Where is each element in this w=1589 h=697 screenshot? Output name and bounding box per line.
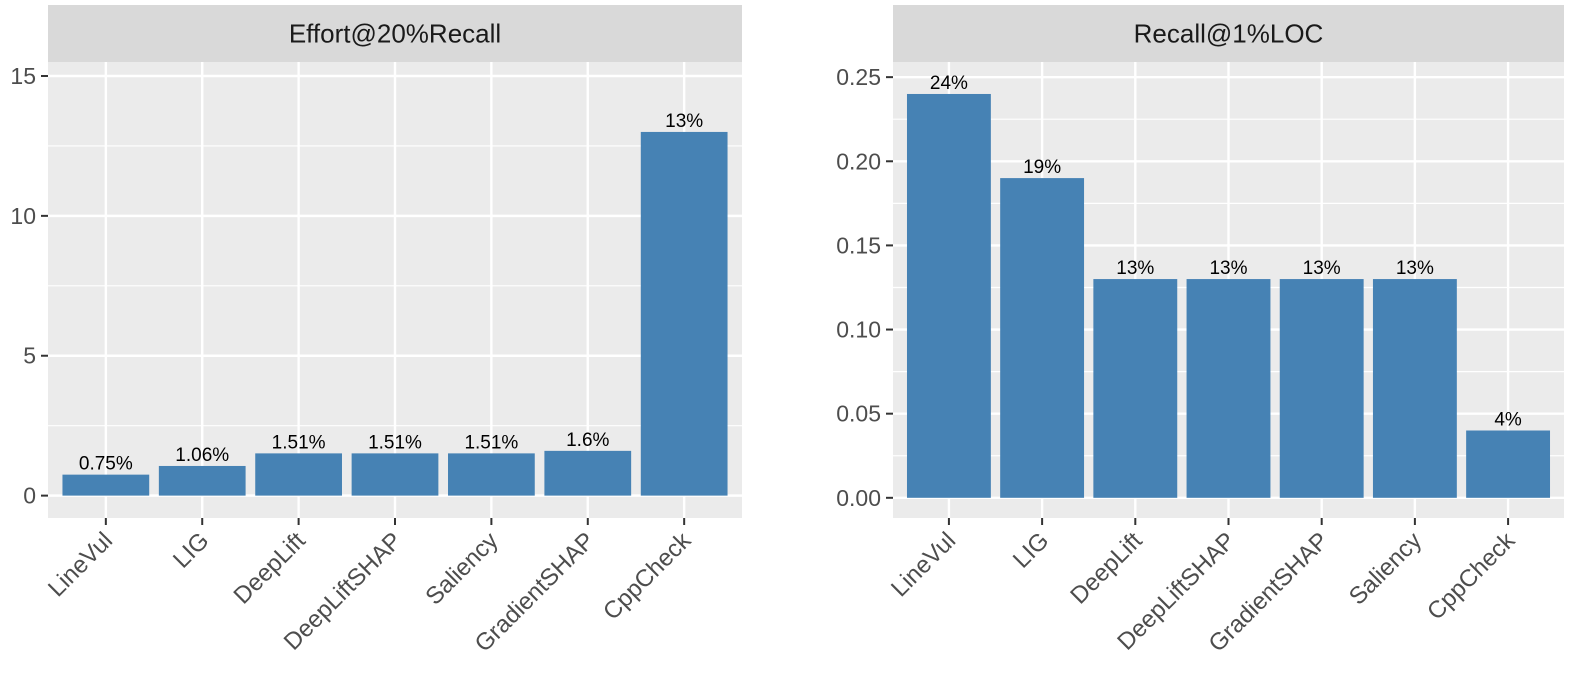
bar-saliency	[1372, 279, 1457, 498]
data-label-cppcheck: 4%	[1494, 410, 1522, 431]
x-category-label: LIG	[1008, 527, 1054, 573]
x-category-label: CppCheck	[598, 526, 697, 625]
y-tick-label: 0.15	[836, 232, 881, 258]
data-label-saliency: 1.51%	[464, 432, 518, 453]
x-category-label: LineVul	[43, 527, 118, 602]
bar-lig	[1000, 178, 1085, 498]
bar-deepliftshap	[1186, 279, 1271, 498]
facet-strip-title: Effort@20%Recall	[289, 19, 501, 49]
x-category-label: LIG	[168, 527, 214, 573]
x-category-label: CppCheck	[1422, 526, 1521, 625]
x-category-label: DeepLift	[229, 527, 312, 610]
chart-panel-2: Recall@1%LOC 0.00 0.05 0.10 0.15 0.20 0.25 24% L…	[836, 5, 1564, 658]
y-tick-label: 0.25	[836, 64, 881, 90]
data-label-gradientshap: 1.6%	[566, 430, 609, 451]
bar-gradientshap	[544, 450, 632, 496]
data-label-deeplift: 1.51%	[272, 432, 326, 453]
data-label-saliency: 13%	[1396, 258, 1434, 279]
x-category-label: DeepLift	[1065, 527, 1148, 610]
data-label-cppcheck: 13%	[665, 111, 703, 132]
bar-deeplift	[255, 453, 342, 496]
data-label-gradientshap: 13%	[1303, 258, 1341, 279]
bar-saliency	[448, 453, 535, 496]
bar-cppcheck	[1466, 430, 1551, 498]
data-label-deepliftshap: 13%	[1209, 258, 1247, 279]
y-tick-label: 0	[23, 483, 36, 509]
bar-deepliftshap	[351, 453, 439, 496]
x-category-label: Saliency	[1344, 527, 1427, 610]
data-label-deepliftshap: 1.51%	[368, 432, 422, 453]
chart-panel-1: Effort@20%Recall 0 5 10 15 0.75% LineVul 1.06% L…	[10, 5, 742, 658]
bar-cppcheck	[640, 131, 728, 496]
y-tick-label: 10	[10, 203, 36, 229]
facet-strip	[48, 5, 742, 62]
bar-linevul	[906, 93, 991, 498]
facet-strip	[893, 5, 1564, 62]
bar-gradientshap	[1279, 279, 1364, 498]
data-label-linevul: 0.75%	[79, 454, 133, 475]
y-tick-label: 0.00	[836, 485, 881, 511]
data-label-linevul: 24%	[930, 73, 968, 94]
bar-lig	[158, 465, 246, 496]
facet-strip-title: Recall@1%LOC	[1134, 19, 1324, 49]
x-category-label: Saliency	[420, 527, 503, 610]
bar-linevul	[62, 474, 150, 496]
bar-deeplift	[1093, 279, 1178, 498]
data-label-deeplift: 13%	[1116, 258, 1154, 279]
y-tick-label: 15	[10, 63, 36, 89]
y-tick-label: 0.05	[836, 401, 881, 427]
data-label-lig: 1.06%	[175, 445, 229, 466]
data-label-lig: 19%	[1023, 157, 1061, 178]
x-category-label: LineVul	[886, 527, 961, 602]
y-tick-label: 0.20	[836, 148, 881, 174]
y-tick-label: 0.10	[836, 317, 881, 343]
y-tick-label: 5	[23, 343, 36, 369]
